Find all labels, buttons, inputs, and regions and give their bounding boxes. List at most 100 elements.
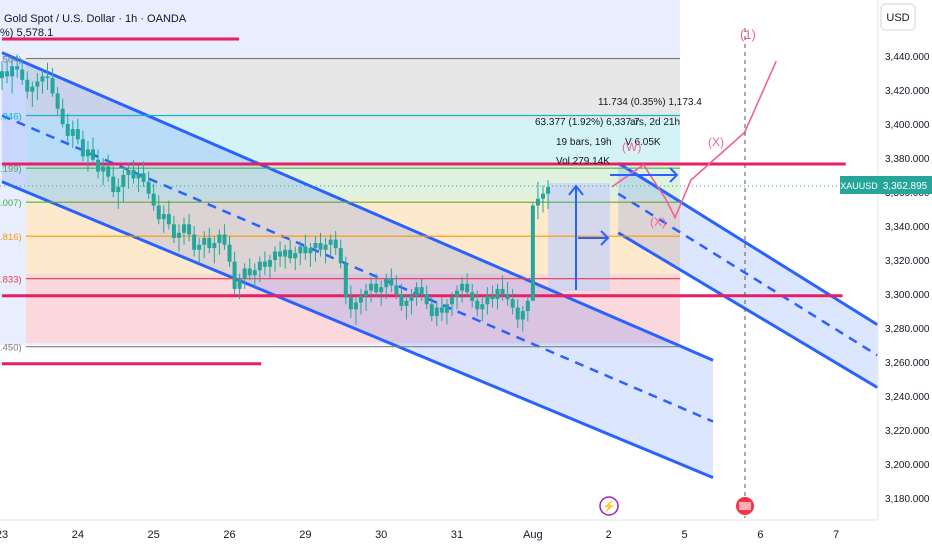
candle-body [485, 295, 490, 305]
candle-body [525, 300, 530, 311]
y-tick-label: 3,340.000 [885, 222, 930, 233]
candle-body [35, 81, 40, 87]
down-channel-lower-line [1, 180, 714, 479]
candle-body [70, 129, 75, 136]
fib-levels-layer: .564) .946) .199) .007) .816) .833) .450) [0, 55, 680, 354]
flash-event-glyph: ⚡ [602, 500, 616, 513]
candle-body [318, 243, 323, 250]
candle-body [283, 249, 288, 257]
x-tick-label: 7 [833, 529, 839, 541]
down-channel-fill [2, 52, 713, 478]
x-tick-label: 23 [0, 529, 8, 541]
fib-level-label: .450) [0, 343, 22, 354]
candle-body [500, 288, 505, 294]
candle-body [419, 287, 424, 294]
candle-body [96, 159, 101, 172]
candle-body [530, 205, 535, 301]
candle-body [374, 283, 379, 293]
candle-body [460, 283, 465, 291]
price-tag: 3,362.895 [883, 181, 928, 192]
annotation-bars: 19 bars, 19h [556, 137, 612, 148]
y-tick-label: 3,280.000 [885, 324, 930, 335]
x-tick-label: 29 [299, 529, 311, 541]
x-tick-label: 6 [757, 529, 763, 541]
candle-body [510, 299, 515, 308]
annotation-vol-2: V 6.05K [625, 137, 661, 148]
wave-label-1: (1) [740, 27, 756, 42]
candle-body [182, 224, 187, 233]
y-tick-label: 3,440.000 [885, 52, 930, 63]
candle-body [25, 79, 30, 92]
candle-body [424, 294, 429, 305]
candle-body [45, 76, 50, 79]
projected-channel-upper-line [617, 161, 879, 326]
annotation-vol: Vol 279.14K [556, 156, 610, 167]
candle-body [75, 129, 80, 140]
fib-level-label: .199) [0, 164, 22, 175]
candle-body [237, 278, 242, 289]
candle-body [338, 248, 343, 264]
candle-body [227, 244, 232, 262]
candle-body [278, 251, 283, 257]
projection-arrow-right-icon [610, 167, 679, 183]
y-tick-label: 3,420.000 [885, 86, 930, 97]
wave-label-x-top: (X) [708, 135, 724, 149]
candle-body [176, 232, 181, 238]
symbol-tag-box [840, 176, 878, 194]
x-tick-label: 2 [606, 529, 612, 541]
candle-body [465, 283, 470, 293]
resistance-layer [2, 37, 846, 366]
candle-body [5, 71, 10, 77]
projected-channel-fill [618, 163, 878, 388]
candle-body [439, 307, 444, 313]
candle-body [85, 149, 90, 157]
candle-body [161, 214, 166, 220]
candle-body [207, 237, 212, 249]
x-tick-label: Aug [523, 529, 543, 541]
candle-body [515, 307, 520, 320]
annotation-change: 11.734 (0.35%) 1,173.4 [598, 97, 702, 108]
candle-body [358, 295, 363, 303]
candle-body [379, 287, 384, 293]
currency-button[interactable]: USD [886, 12, 909, 24]
x-tick-label: 31 [451, 529, 463, 541]
candle-body [455, 290, 460, 298]
candle-body [136, 173, 141, 179]
candle-body [505, 294, 510, 300]
candle-body [146, 181, 151, 194]
fib-level-label: .833) [0, 275, 22, 286]
candle-body [414, 287, 419, 296]
annotation-change-2: 63.377 (1.92%) 6,337.7 [535, 117, 640, 128]
candle-body [80, 139, 85, 157]
candle-body [273, 251, 278, 260]
candle-body [106, 166, 111, 177]
candle-body [171, 224, 176, 238]
measure-arrow-right-icon [578, 230, 610, 246]
currency-button-box[interactable] [880, 3, 916, 31]
symbol-tag: XAUUSD [840, 181, 878, 191]
candle-body [247, 268, 252, 276]
candle-body [0, 71, 4, 79]
candle-body [202, 237, 207, 245]
candle-body [187, 224, 192, 235]
projected-channel-lower-line [617, 231, 879, 389]
candle-body [328, 239, 333, 245]
channels-layer [1, 51, 879, 479]
candle-body [131, 169, 136, 179]
candle-body [156, 205, 161, 220]
candle-body [520, 311, 525, 320]
y-tick-label: 3,240.000 [885, 392, 930, 403]
candle-body [192, 234, 197, 250]
candle-body [308, 248, 313, 254]
y-tick-label: 3,320.000 [885, 256, 930, 267]
y-tick-label: 3,260.000 [885, 358, 930, 369]
y-tick-label: 3,380.000 [885, 154, 930, 165]
flash-event-icon[interactable] [599, 496, 619, 516]
x-tick-label: 30 [375, 529, 387, 541]
measure-arrow-up-icon [568, 184, 584, 290]
candle-body [546, 186, 551, 194]
candles-layer [0, 54, 551, 332]
x-tick-labels: 23242526293031Aug2567 [0, 529, 839, 541]
